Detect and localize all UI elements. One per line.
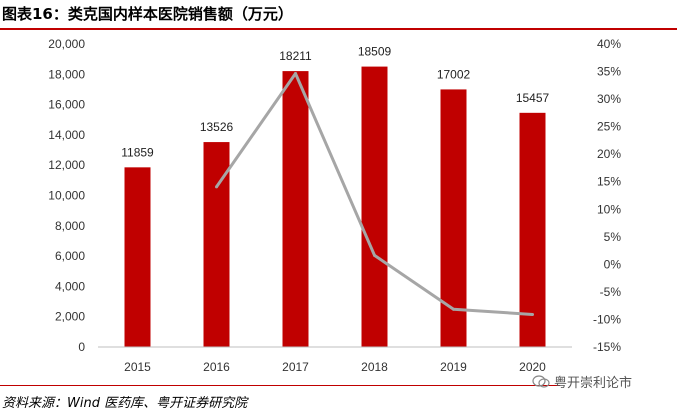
right-tick-label: 20% (597, 147, 621, 161)
bar (124, 167, 151, 347)
right-tick-label: -15% (593, 340, 621, 354)
right-tick-label: 40% (597, 37, 621, 51)
x-tick-label: 2019 (440, 360, 467, 374)
bar-data-label: 17002 (437, 67, 471, 81)
bar-data-label: 18509 (358, 45, 392, 59)
x-axis: 2015 2016 2017 2018 2019 2020 (98, 346, 572, 374)
bar (282, 71, 309, 348)
bar (519, 112, 546, 347)
watermark: 粤开崇利论市 (532, 372, 632, 391)
left-tick-label: 18,000 (48, 67, 85, 81)
x-tick-label: 2018 (361, 360, 388, 374)
right-tick-label: 30% (597, 92, 621, 106)
bar-data-label: 15457 (516, 91, 550, 105)
growth-point (215, 185, 218, 189)
watermark-text: 粤开崇利论市 (554, 376, 633, 391)
wechat-icon (532, 375, 550, 389)
x-tick-label: 2016 (203, 360, 230, 374)
left-tick-label: 4,000 (55, 279, 85, 293)
right-tick-label: 35% (597, 65, 621, 79)
bars (124, 66, 546, 348)
right-tick-label: 10% (597, 202, 621, 216)
right-tick-label: 15% (597, 175, 621, 189)
left-tick-label: 16,000 (48, 98, 85, 112)
right-tick-label: 0% (604, 257, 622, 271)
left-tick-label: 6,000 (55, 249, 85, 263)
right-axis: -15% -10% -5% 0% 5% 10% 15% 20% 25% 30% 35% 40% (593, 37, 621, 354)
growth-point (452, 307, 455, 311)
growth-point (373, 253, 376, 257)
left-tick-label: 10,000 (48, 189, 85, 203)
x-tick-label: 2015 (124, 360, 151, 374)
x-tick-label: 2017 (282, 360, 309, 374)
bar-data-label: 11859 (121, 145, 154, 159)
growth-point (531, 312, 534, 316)
bottom-rule (0, 385, 560, 386)
source-note: 资料来源：Wind 医药库、粤开证券研究院 (2, 396, 248, 411)
right-tick-label: 5% (604, 230, 622, 244)
chart-title: 图表16：类克国内样本医院销售额（万元） (2, 5, 293, 23)
growth-line (215, 72, 534, 316)
left-tick-label: 2,000 (55, 310, 85, 324)
bar (361, 66, 388, 347)
left-tick-label: 12,000 (48, 158, 85, 172)
left-tick-label: 14,000 (48, 128, 85, 142)
bar-data-label: 13526 (200, 120, 234, 134)
right-tick-label: 25% (597, 120, 621, 134)
growth-point (294, 72, 297, 76)
title-rule (0, 28, 677, 30)
x-tick-label: 2020 (519, 360, 546, 374)
bar-data-label: 18211 (279, 49, 312, 63)
right-tick-label: -5% (600, 285, 622, 299)
left-tick-label: 0 (78, 340, 85, 354)
bar-labels: 11859 13526 18211 18509 17002 15457 (121, 45, 549, 160)
left-tick-label: 8,000 (55, 219, 85, 233)
right-tick-label: -10% (593, 312, 621, 326)
left-axis: 0 2,000 4,000 6,000 8,000 10,000 12,000 14,000 1… (48, 37, 85, 354)
left-tick-label: 20,000 (48, 37, 85, 51)
